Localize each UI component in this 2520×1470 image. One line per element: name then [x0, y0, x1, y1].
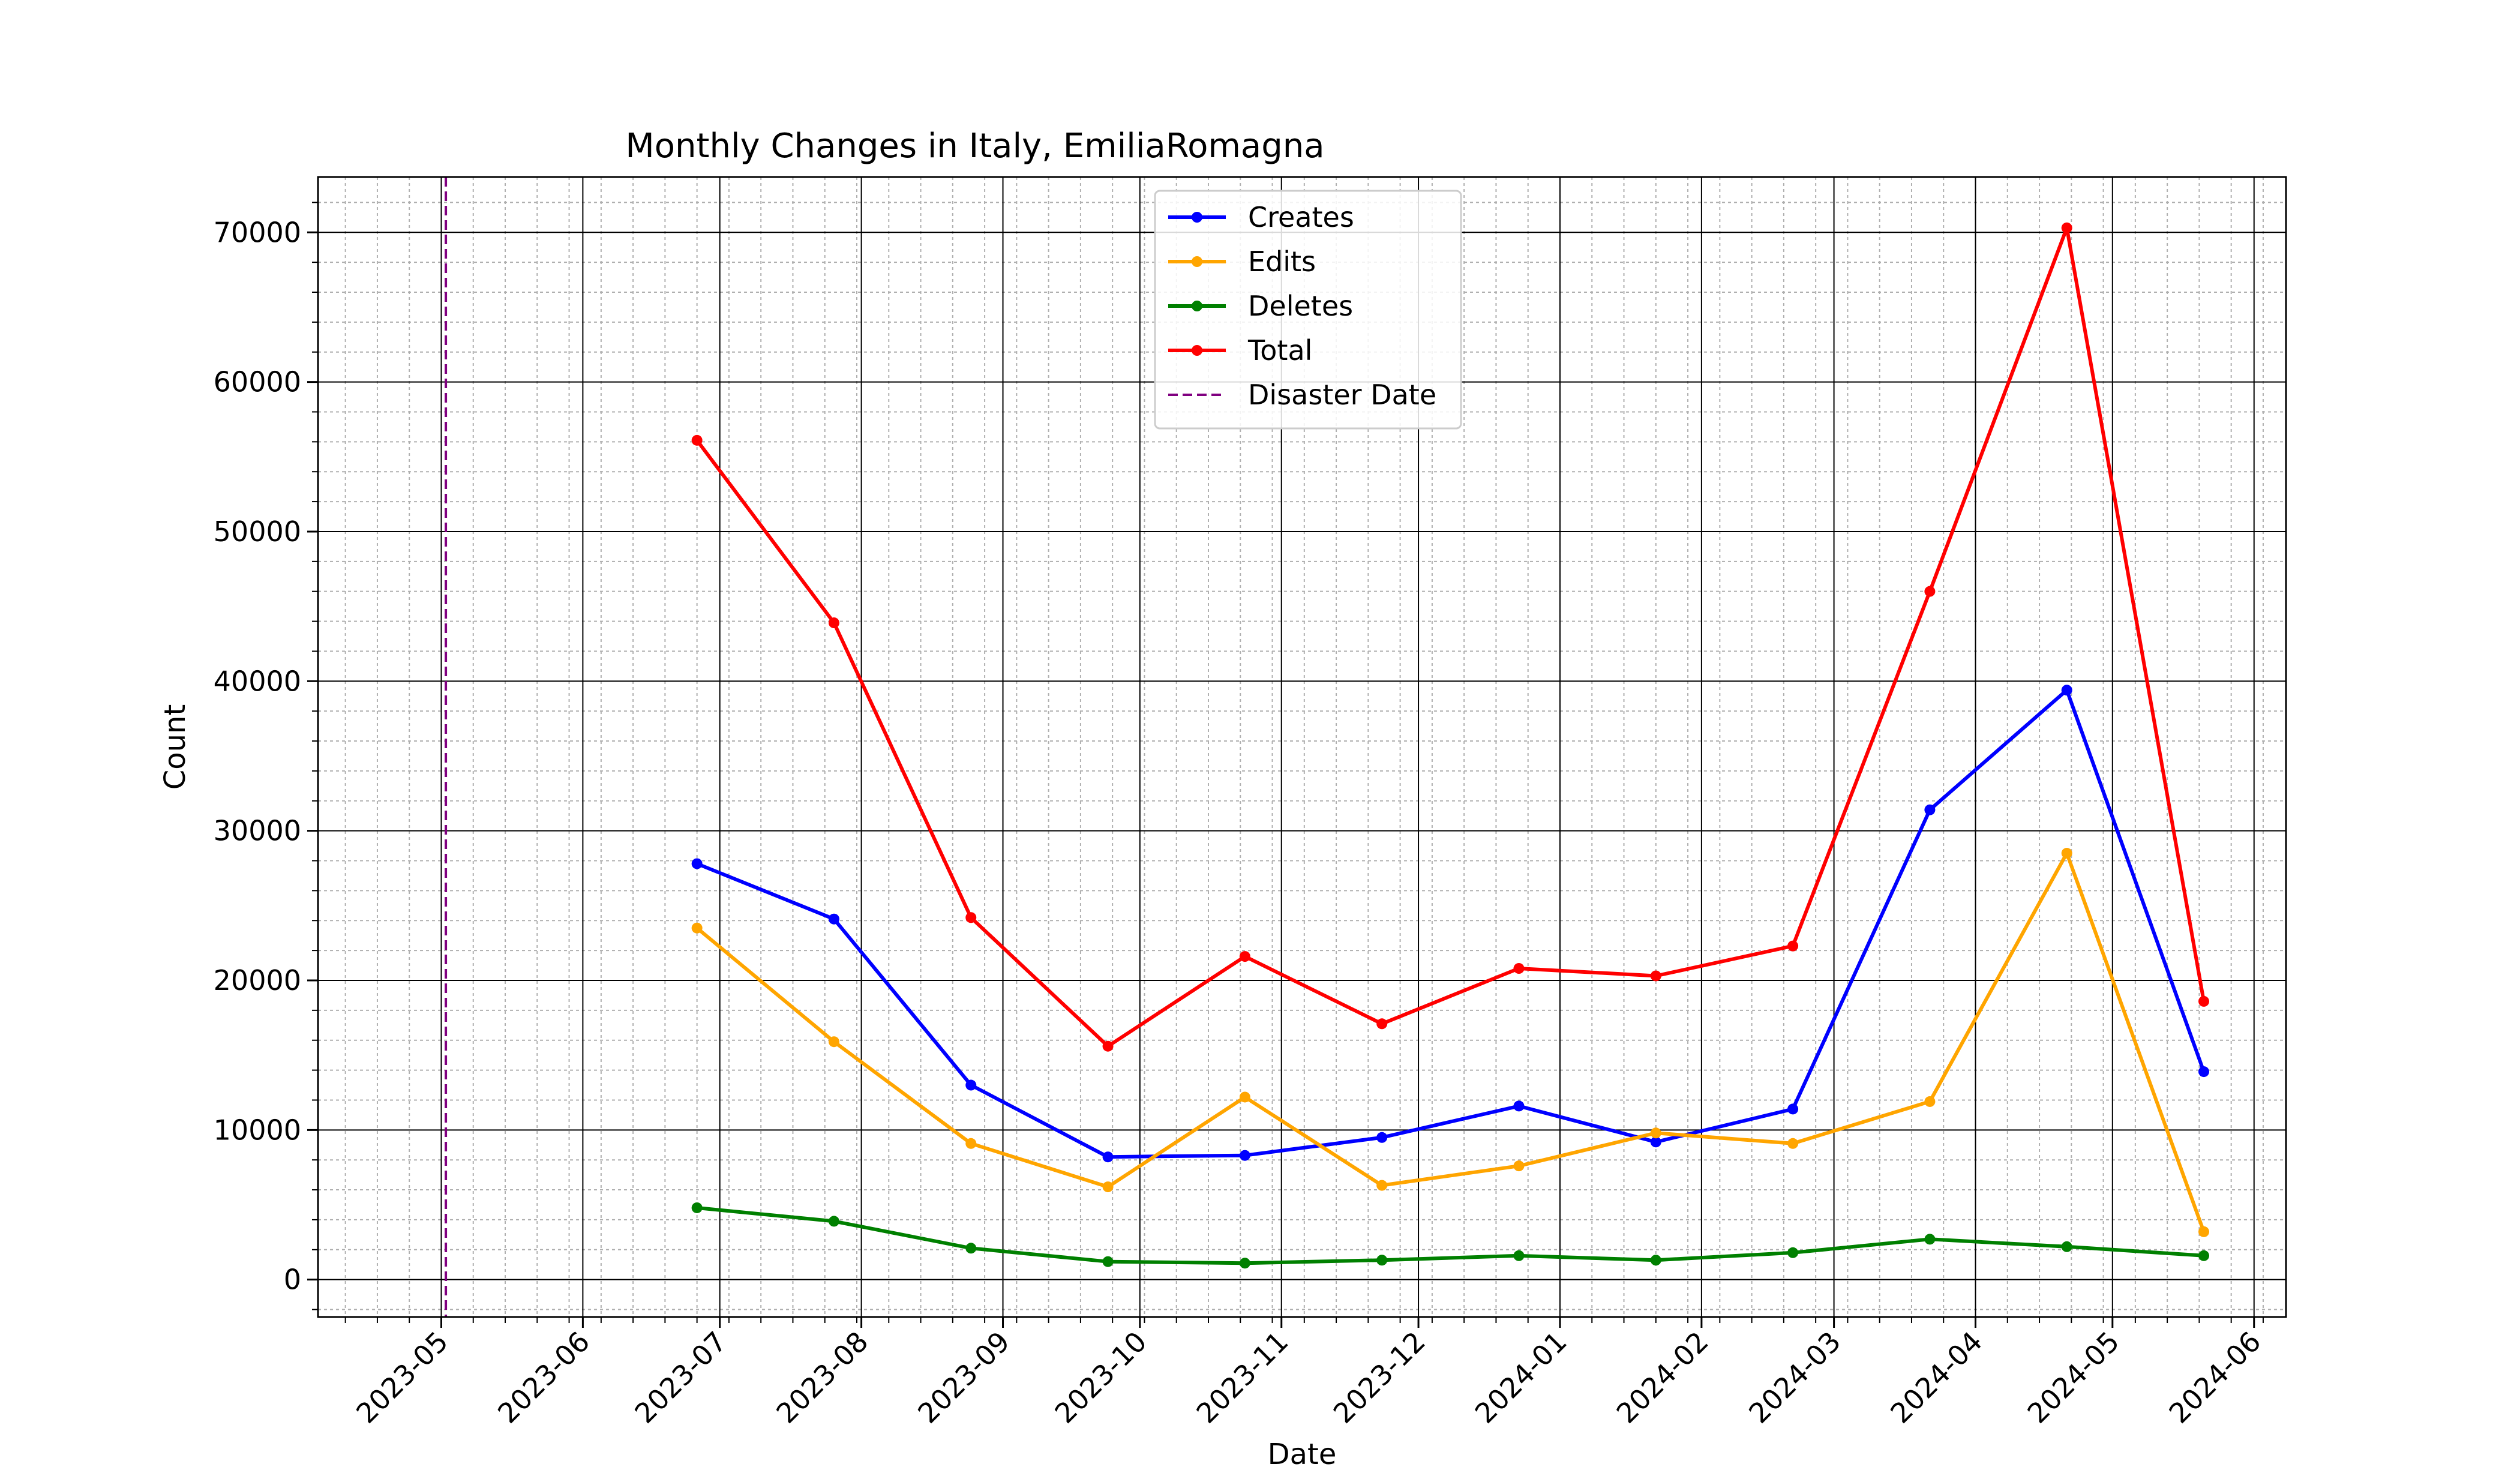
- data-point-edits: [1787, 1138, 1799, 1149]
- data-point-total: [965, 912, 977, 923]
- plot-frame: [317, 176, 2287, 1318]
- data-point-total: [691, 434, 703, 446]
- legend-item-disaster-date: Disaster Date: [1168, 379, 1436, 411]
- data-point-edits: [828, 1036, 839, 1048]
- data-point-deletes: [965, 1243, 977, 1254]
- data-point-creates: [1239, 1150, 1250, 1161]
- data-point-deletes: [1239, 1258, 1250, 1269]
- data-point-creates: [1513, 1100, 1525, 1112]
- data-point-total: [828, 617, 839, 629]
- data-point-total: [1650, 970, 1661, 982]
- y-tick-label: 30000: [214, 815, 301, 847]
- data-point-deletes: [2198, 1250, 2210, 1261]
- y-tick-label: 0: [284, 1264, 301, 1296]
- data-point-total: [1787, 940, 1799, 952]
- data-point-edits: [2061, 848, 2072, 859]
- data-point-deletes: [691, 1202, 703, 1213]
- data-point-deletes: [1513, 1250, 1525, 1261]
- y-tick-label: 70000: [214, 216, 301, 248]
- data-point-edits: [965, 1138, 977, 1149]
- series-edits: [691, 848, 2210, 1237]
- legend-item-edits: Edits: [1168, 245, 1316, 278]
- data-point-creates: [1924, 804, 1936, 815]
- data-point-total: [2061, 222, 2072, 233]
- series-line-creates: [696, 688, 2206, 1159]
- legend-item-creates: Creates: [1168, 201, 1354, 233]
- data-point-creates: [1376, 1132, 1388, 1143]
- series-creates: [691, 685, 2210, 1163]
- legend-label-edits: Edits: [1248, 245, 1316, 278]
- y-tick-label: 10000: [214, 1114, 301, 1146]
- series-line-edits: [695, 851, 2206, 1232]
- data-point-edits: [2198, 1226, 2210, 1237]
- data-point-edits: [1102, 1181, 1114, 1193]
- data-point-creates: [1787, 1103, 1799, 1115]
- y-axis-label: Count: [158, 704, 192, 790]
- y-tick-label: 40000: [214, 665, 301, 697]
- legend-marker-deletes: [1192, 301, 1202, 311]
- data-point-creates: [1650, 1136, 1661, 1148]
- data-point-edits: [1239, 1091, 1250, 1103]
- data-point-creates: [828, 913, 839, 925]
- legend-item-deletes: Deletes: [1168, 290, 1353, 322]
- data-point-deletes: [828, 1216, 839, 1227]
- legend-marker-total: [1192, 345, 1202, 356]
- data-point-deletes: [2061, 1241, 2072, 1252]
- x-axis-label: Date: [1268, 1438, 1337, 1470]
- data-point-edits: [1650, 1127, 1661, 1139]
- data-point-edits: [691, 922, 703, 934]
- series-line-deletes: [697, 1206, 2204, 1265]
- y-tick-label: 20000: [214, 964, 301, 997]
- data-point-total: [1924, 586, 1936, 597]
- data-point-edits: [1924, 1096, 1936, 1107]
- data-point-creates: [965, 1079, 977, 1091]
- data-point-edits: [1376, 1180, 1388, 1191]
- series-deletes: [691, 1202, 2210, 1269]
- data-point-creates: [691, 858, 703, 869]
- y-tick-label: 60000: [214, 366, 301, 398]
- legend-label-deletes: Deletes: [1248, 290, 1353, 322]
- data-point-deletes: [1650, 1255, 1661, 1266]
- data-point-total: [1513, 963, 1525, 974]
- legend-label-disaster-date: Disaster Date: [1248, 379, 1436, 411]
- legend-marker-edits: [1192, 256, 1202, 267]
- data-point-creates: [2198, 1066, 2210, 1078]
- data-point-creates: [1102, 1151, 1114, 1163]
- y-axis-ticks: 0 10000 20000 30000 40000 50000 60000 70000: [214, 202, 318, 1310]
- legend-label-total: Total: [1247, 334, 1312, 367]
- legend-item-total: Total: [1168, 334, 1312, 367]
- data-point-total: [1239, 951, 1250, 962]
- data-point-deletes: [1376, 1255, 1388, 1266]
- legend-marker-creates: [1192, 212, 1202, 223]
- y-tick-label: 50000: [214, 515, 301, 548]
- data-point-total: [1102, 1040, 1114, 1052]
- data-point-total: [1376, 1018, 1388, 1030]
- series-line-total: [695, 226, 2206, 1048]
- data-point-deletes: [1102, 1256, 1114, 1267]
- legend-label-creates: Creates: [1248, 201, 1354, 233]
- chart-title: Monthly Changes in Italy, EmiliaRomagna: [625, 127, 1324, 166]
- series-total: [691, 222, 2210, 1052]
- series-layer: [691, 222, 2210, 1269]
- legend-box: [1154, 190, 1462, 430]
- data-point-deletes: [1924, 1234, 1936, 1245]
- data-point-deletes: [1787, 1247, 1799, 1258]
- data-point-total: [2198, 995, 2210, 1007]
- legend: Creates Edits Deletes Total Disaster Date: [1154, 190, 1462, 430]
- data-point-creates: [2061, 685, 2072, 696]
- data-point-edits: [1513, 1160, 1525, 1172]
